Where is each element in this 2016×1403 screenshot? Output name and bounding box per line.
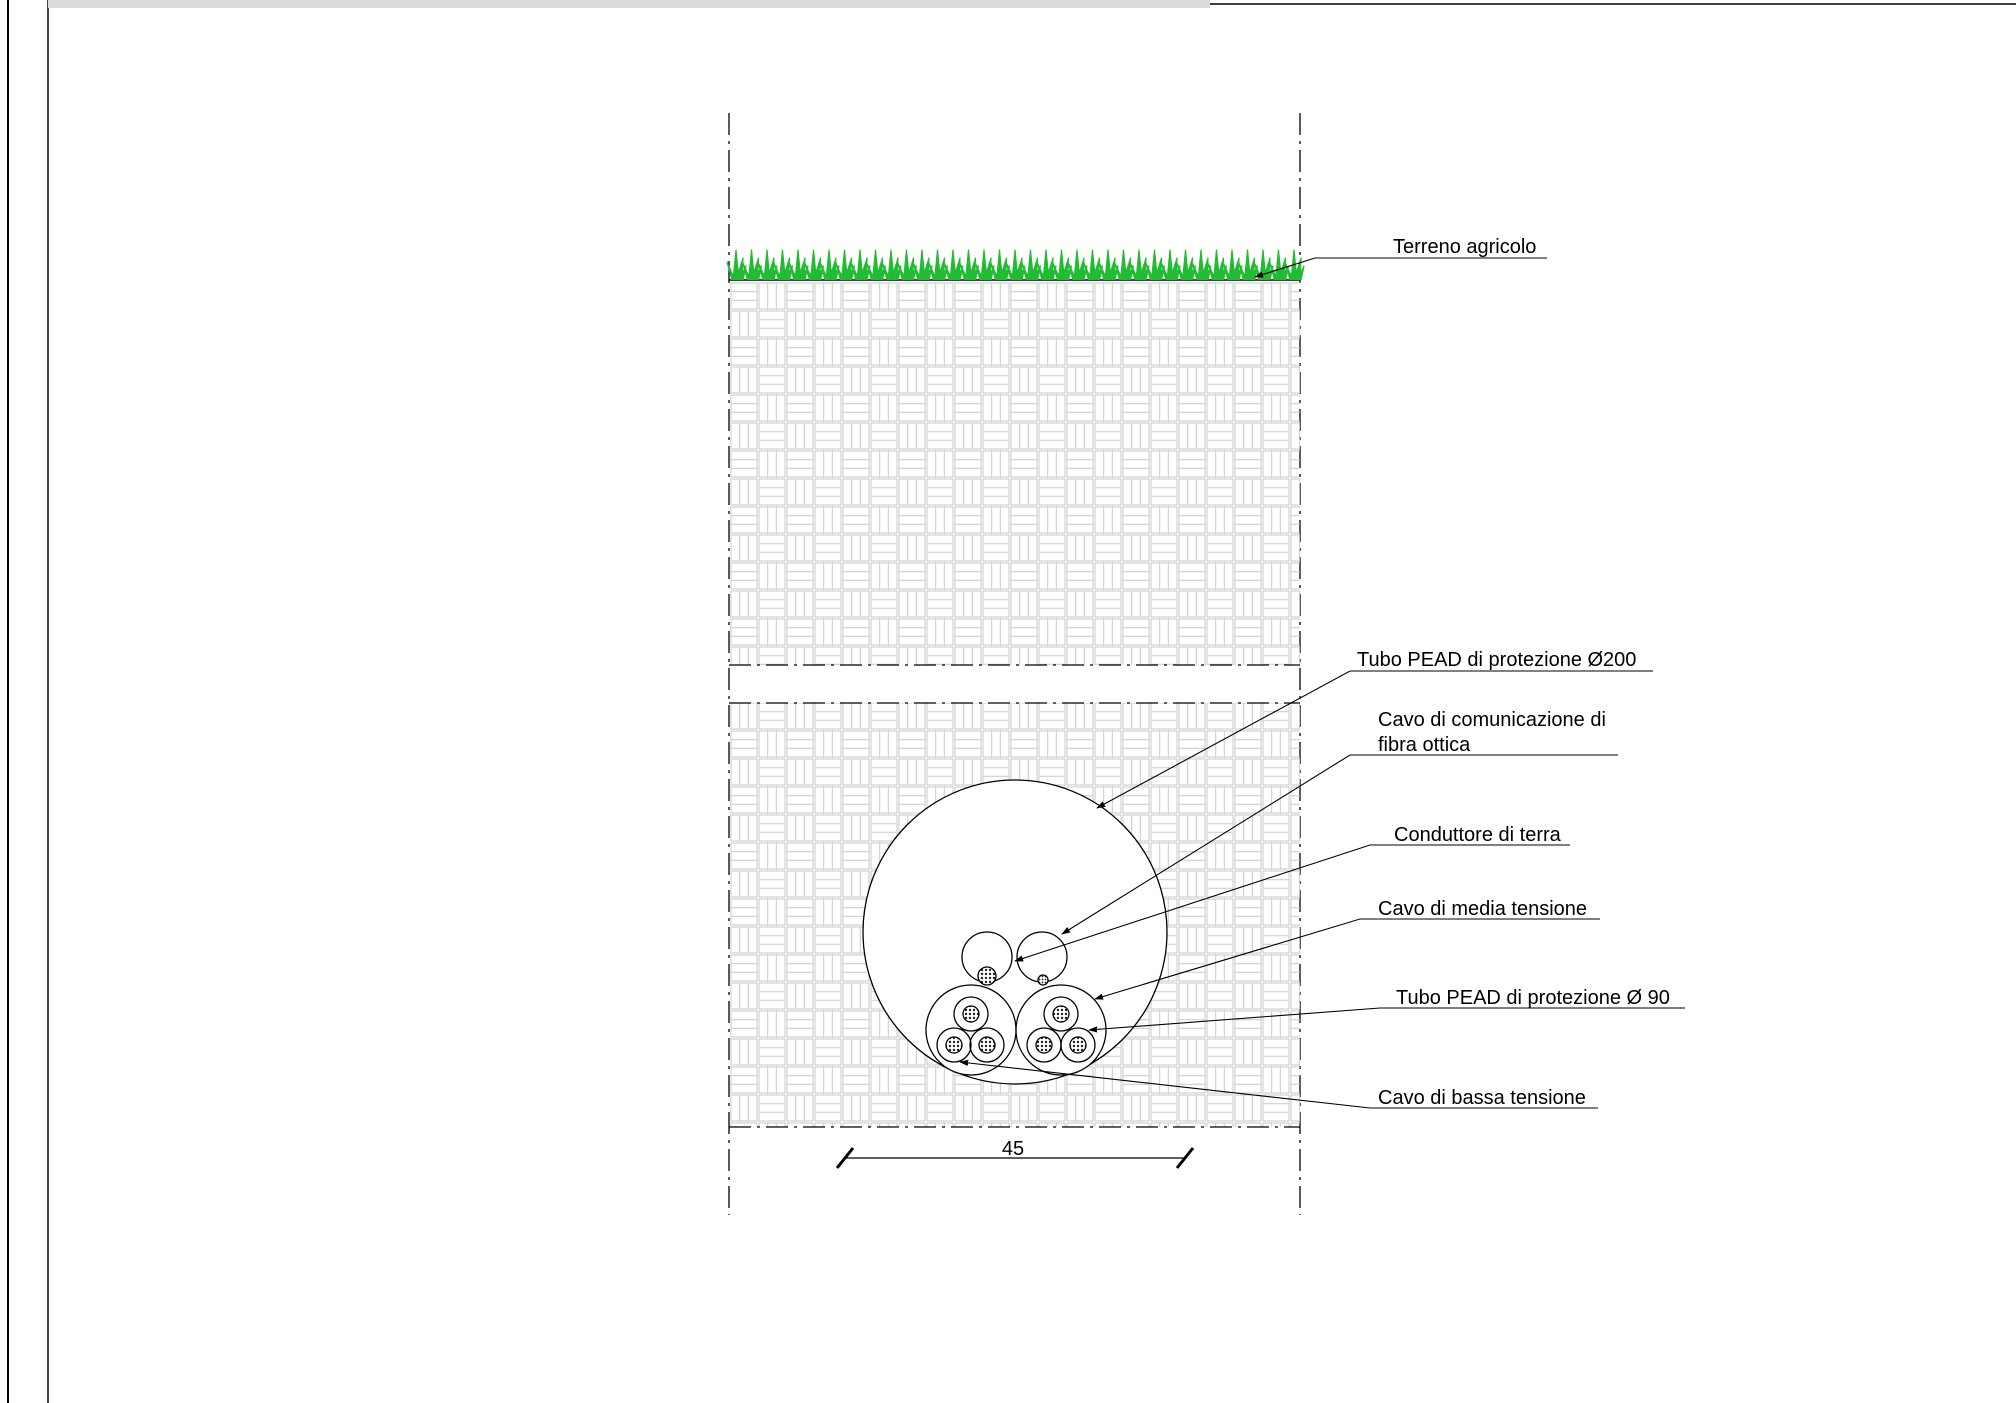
inner-conduit-right xyxy=(1015,984,1107,1076)
backfill-upper-hatch xyxy=(730,282,1300,665)
label-fiber-cable-line1: Cavo di comunicazione di xyxy=(1378,709,1606,731)
width-dimension xyxy=(835,1147,1195,1169)
cable-bundle xyxy=(862,779,1168,1085)
label-topsoil: Terreno agricolo xyxy=(1393,236,1536,258)
earth-conductor-core xyxy=(1037,974,1049,986)
label-inner-conduit: Tubo PEAD di protezione Ø 90 xyxy=(1396,987,1670,1009)
label-earth-conductor: Conduttore di terra xyxy=(1394,824,1562,846)
callout-labels: Terreno agricolo Tubo PEAD di protezione… xyxy=(1357,236,1670,1109)
section-break-lines xyxy=(729,664,1300,1128)
grass-topsoil xyxy=(726,249,1305,281)
leader-lines xyxy=(959,257,1685,1109)
width-dimension-value: 45 xyxy=(1002,1138,1024,1160)
label-lv-cable: Cavo di bassa tensione xyxy=(1378,1087,1586,1109)
label-outer-conduit: Tubo PEAD di protezione Ø200 xyxy=(1357,649,1636,671)
inner-conduit-left xyxy=(925,984,1017,1076)
label-fiber-cable-line2: fibra ottica xyxy=(1378,734,1471,756)
fiber-cable-core xyxy=(977,966,997,986)
label-mv-cable: Cavo di media tensione xyxy=(1378,898,1587,920)
grass-blades xyxy=(726,249,1305,281)
sheet-frame xyxy=(7,0,2016,1403)
